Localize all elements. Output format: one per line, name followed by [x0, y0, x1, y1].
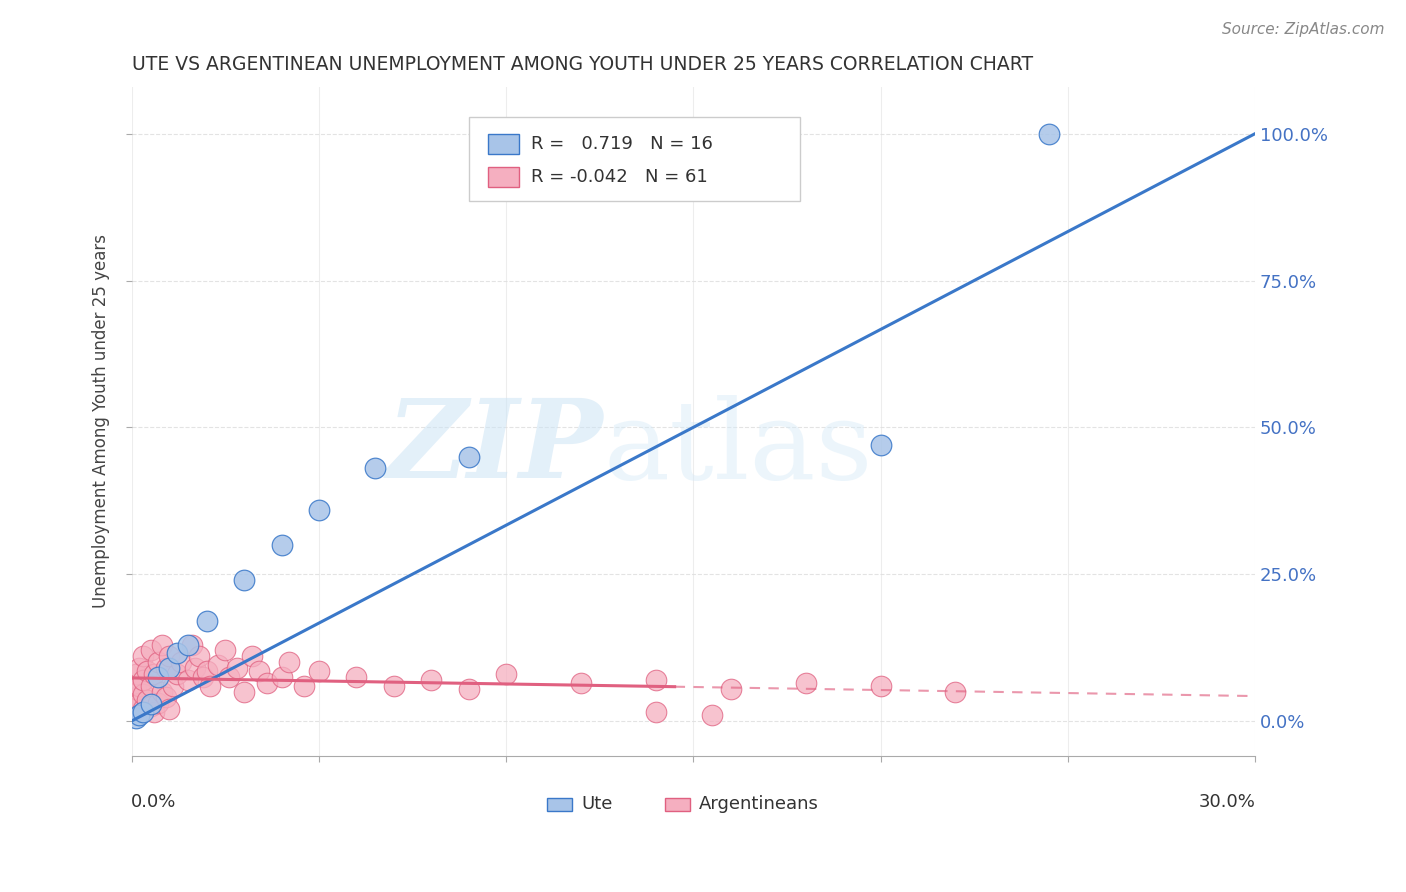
Point	[794, 675, 817, 690]
Bar	[488, 134, 519, 153]
Point	[195, 664, 218, 678]
Point	[139, 679, 162, 693]
Point	[869, 438, 891, 452]
Point	[128, 661, 150, 675]
Point	[700, 708, 723, 723]
Point	[270, 670, 292, 684]
Y-axis label: Unemployment Among Youth under 25 years: Unemployment Among Youth under 25 years	[93, 235, 110, 608]
Point	[177, 638, 200, 652]
Text: R = -0.042   N = 61: R = -0.042 N = 61	[530, 169, 707, 186]
Point	[128, 679, 150, 693]
Point	[162, 679, 184, 693]
Point	[146, 696, 169, 710]
Point	[645, 673, 668, 687]
Point	[157, 661, 180, 675]
Point	[1038, 127, 1060, 141]
Point	[180, 638, 202, 652]
Point	[150, 638, 173, 652]
Point	[247, 664, 270, 678]
Point	[207, 658, 229, 673]
Bar	[488, 167, 519, 187]
Point	[382, 679, 405, 693]
Point	[233, 573, 256, 587]
Point	[188, 649, 211, 664]
Text: UTE VS ARGENTINEAN UNEMPLOYMENT AMONG YOUTH UNDER 25 YEARS CORRELATION CHART: UTE VS ARGENTINEAN UNEMPLOYMENT AMONG YO…	[132, 55, 1033, 74]
Point	[308, 502, 330, 516]
Point	[218, 670, 240, 684]
Text: Argentineans: Argentineans	[699, 796, 818, 814]
Text: Ute: Ute	[581, 796, 613, 814]
Point	[139, 643, 162, 657]
Point	[292, 679, 315, 693]
Point	[124, 711, 146, 725]
Point	[225, 661, 247, 675]
Point	[184, 661, 207, 675]
Text: R =   0.719   N = 16: R = 0.719 N = 16	[530, 135, 713, 153]
Point	[195, 614, 218, 628]
Point	[135, 693, 157, 707]
Text: Source: ZipAtlas.com: Source: ZipAtlas.com	[1222, 22, 1385, 37]
Point	[143, 667, 166, 681]
Point	[150, 684, 173, 698]
Text: 30.0%: 30.0%	[1199, 793, 1256, 811]
Bar	[547, 797, 572, 811]
Point	[155, 690, 177, 705]
Point	[720, 681, 742, 696]
Point	[364, 461, 387, 475]
Point	[128, 696, 150, 710]
Text: atlas: atlas	[603, 395, 873, 501]
Point	[132, 702, 155, 716]
Point	[233, 684, 256, 698]
Point	[869, 679, 891, 693]
Point	[945, 684, 967, 698]
Point	[157, 702, 180, 716]
Point	[135, 664, 157, 678]
Text: ZIP: ZIP	[387, 394, 603, 502]
Point	[146, 655, 169, 669]
Point	[124, 699, 146, 714]
Point	[132, 649, 155, 664]
Point	[645, 705, 668, 719]
Point	[166, 667, 188, 681]
Point	[346, 670, 368, 684]
Point	[124, 667, 146, 681]
Point	[132, 705, 155, 719]
Point	[457, 450, 479, 464]
Point	[457, 681, 479, 696]
Point	[177, 673, 200, 687]
Point	[132, 673, 155, 687]
Point	[124, 681, 146, 696]
Point	[495, 667, 517, 681]
Text: 0.0%: 0.0%	[131, 793, 176, 811]
Point	[124, 690, 146, 705]
Point	[308, 664, 330, 678]
Point	[157, 649, 180, 664]
Point	[569, 675, 592, 690]
Point	[420, 673, 443, 687]
Point	[256, 675, 278, 690]
Point	[146, 670, 169, 684]
Bar	[665, 797, 690, 811]
Point	[166, 646, 188, 660]
Point	[240, 649, 263, 664]
Point	[191, 670, 214, 684]
Point	[214, 643, 236, 657]
Point	[132, 688, 155, 702]
Point	[128, 708, 150, 723]
Point	[200, 679, 222, 693]
Point	[155, 661, 177, 675]
Point	[169, 655, 191, 669]
Point	[139, 698, 162, 712]
Point	[139, 699, 162, 714]
Point	[278, 655, 301, 669]
Point	[270, 538, 292, 552]
Point	[143, 705, 166, 719]
FancyBboxPatch shape	[468, 117, 800, 201]
